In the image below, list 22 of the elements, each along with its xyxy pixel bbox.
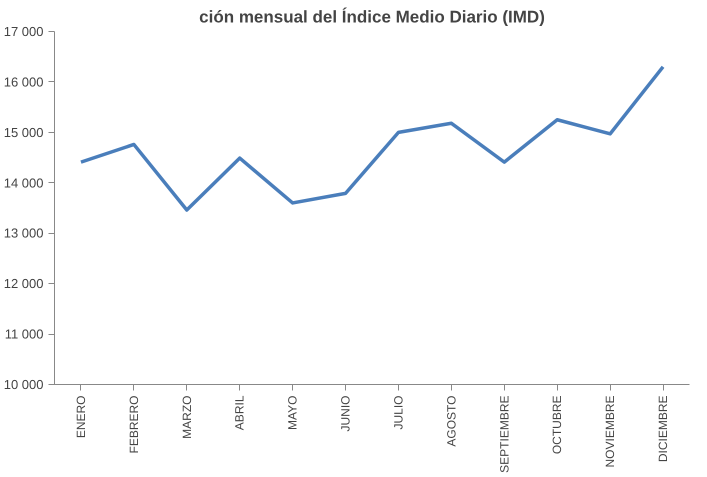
y-tick-label: 10 000 (4, 377, 44, 392)
x-tick-label: ENERO (74, 395, 88, 438)
y-tick-label: 14 000 (4, 175, 44, 190)
y-tick-label: 11 000 (4, 326, 44, 342)
y-tick-label: 12 000 (4, 276, 44, 292)
x-tick-label: FEBRERO (126, 395, 141, 454)
x-tick-label: OCTUBRE (550, 396, 564, 454)
x-tick-label: DICIEMBRE (656, 395, 670, 462)
y-tick-label: 17 000 (4, 24, 44, 39)
y-tick-label: 16 000 (4, 74, 44, 90)
x-tick-label: NOVIEMBRE (603, 395, 618, 468)
y-tick-label: 13 000 (4, 226, 44, 241)
x-tick-label: MARZO (180, 395, 194, 439)
x-tick-label: JULIO (391, 395, 406, 430)
x-tick-label: MAYO (286, 395, 300, 430)
x-tick-label: ABRIL (232, 395, 247, 430)
x-tick-label: AGOSTO (444, 396, 458, 447)
x-tick-label: JUNIO (338, 396, 353, 432)
x-tick-label: SEPTIEMBRE (497, 395, 512, 473)
line-series (79, 65, 665, 212)
chart-title: ción mensual del Índice Medio Diario (IMD) (199, 6, 545, 26)
y-tick-label: 15 000 (4, 124, 44, 140)
